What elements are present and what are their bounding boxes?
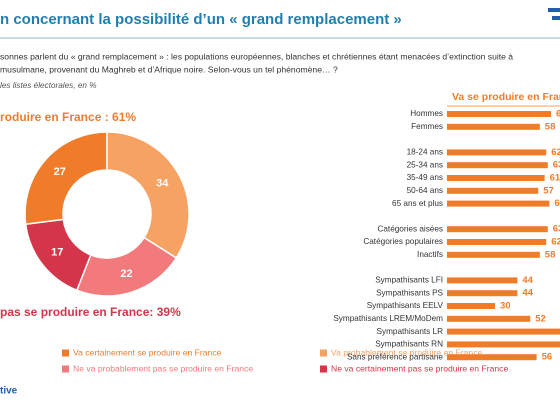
bar (447, 251, 540, 258)
value-label: 44 (522, 288, 533, 299)
bar (447, 226, 548, 233)
category-label: 25-34 ans (407, 160, 443, 169)
category-label: Sans préférence partisane (347, 352, 443, 361)
legend-swatch (320, 349, 327, 357)
bar (447, 162, 548, 169)
category-label: Sympathisants LREM/MoDem (333, 314, 443, 323)
logo (548, 8, 560, 12)
bar (447, 200, 550, 207)
legend-label: Va probablement se produire en France (331, 347, 482, 357)
legend-swatch (320, 365, 327, 373)
value-label: 52 (535, 313, 546, 324)
bar (447, 328, 560, 335)
value-label: 58 (545, 121, 556, 132)
category-label: Sympathisants RN (375, 340, 443, 349)
bar (447, 290, 518, 297)
bar (447, 239, 547, 245)
logo (552, 16, 560, 20)
bar (447, 175, 545, 181)
bar (447, 354, 537, 361)
category-label: Sympathisants EELV (367, 301, 444, 310)
bar (447, 187, 539, 194)
category-label: Sympathisants LR (377, 327, 444, 336)
value-label: 30 (500, 301, 511, 312)
bar (447, 303, 495, 309)
category-label: Femmes (411, 122, 443, 131)
bar (447, 315, 531, 322)
question-line: musulmane, provenant du Maghreb et d’Afr… (0, 64, 338, 74)
legend-label: Ne va probablement pas se produire en Fr… (73, 363, 253, 373)
value-label: 58 (545, 249, 556, 260)
value-label: 63 (553, 160, 560, 171)
segment-label: 27 (54, 166, 66, 178)
annotation: pas se produire en France: 39% (0, 305, 181, 319)
legend-swatch (62, 349, 69, 357)
bar (447, 123, 540, 130)
segment-label: 34 (156, 178, 169, 190)
value-label: 62 (551, 237, 560, 248)
category-label: Sympathisants LFI (375, 276, 443, 285)
note: les listes électorales, en % (0, 81, 96, 90)
donut-segment (106, 131, 190, 259)
category-label: Catégories populaires (363, 237, 443, 246)
bar (447, 341, 560, 348)
category-label: 50-64 ans (407, 186, 443, 195)
category-label: Hommes (410, 109, 443, 118)
annotation: roduire en France : 61% (0, 110, 136, 124)
legend-swatch (62, 365, 69, 373)
category-label: Sympathisants PS (376, 288, 443, 297)
value-label: 57 (543, 185, 554, 196)
category-label: 65 ans et plus (392, 199, 443, 208)
category-label: Catégories aisées (377, 224, 443, 233)
value-label: 65 (556, 109, 560, 120)
value-label: 63 (553, 224, 560, 235)
donut-segment (24, 218, 92, 292)
value-label: 62 (551, 147, 560, 158)
segment-label: 22 (120, 268, 132, 280)
value-label: 64 (554, 198, 560, 209)
value-label: 44 (522, 275, 533, 286)
donut-segment (24, 131, 108, 226)
slide-title: n concernant la possibilité d’un « grand… (0, 11, 402, 28)
question-line: sonnes parlent du « grand remplacement »… (0, 51, 513, 61)
segment-label: 17 (51, 247, 63, 259)
value-label: 61 (550, 173, 560, 184)
bar (447, 111, 551, 117)
bar (447, 149, 547, 156)
legend-label: Va certainement se produire en France (73, 347, 222, 357)
category-label: 18-24 ans (407, 148, 443, 157)
category-label: Inactifs (417, 250, 443, 259)
bar (447, 277, 518, 284)
category-label: 35-49 ans (407, 173, 443, 182)
value-label: 56 (542, 352, 553, 363)
footer-logo: tive (0, 386, 18, 397)
legend-label: Ne va certainement pas se produire en Fr… (331, 363, 508, 373)
bar-chart-title: Va se produire en France (452, 91, 560, 103)
